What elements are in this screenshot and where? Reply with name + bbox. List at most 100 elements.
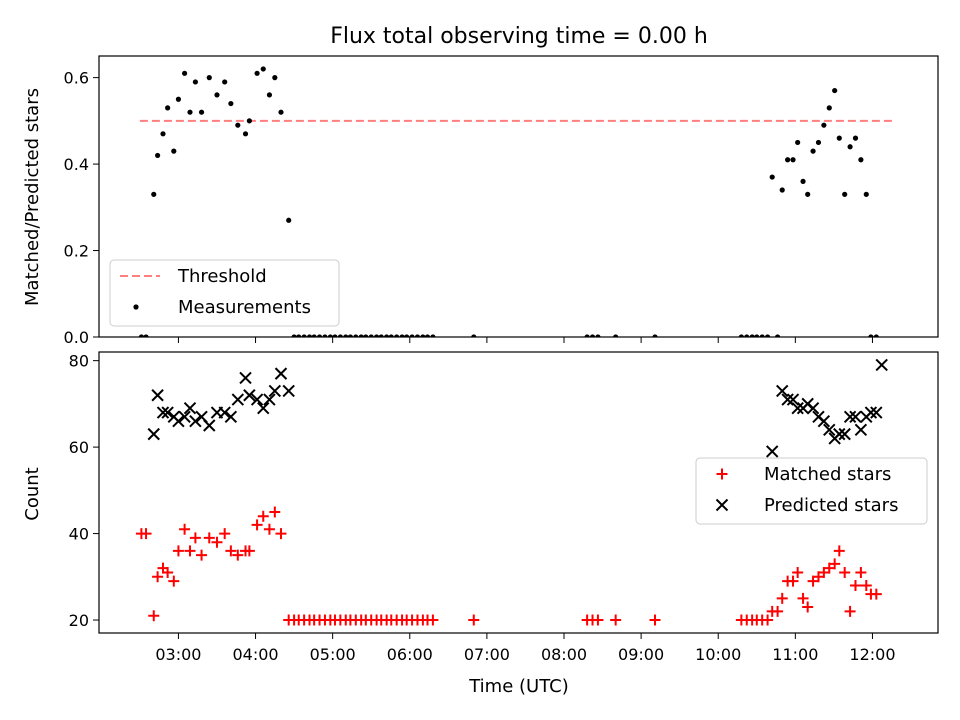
measurements-point	[347, 334, 353, 337]
measurements-point	[815, 139, 822, 146]
matched-stars-point	[649, 614, 661, 626]
measurements-point	[414, 334, 421, 337]
predicted-stars-point	[224, 410, 238, 424]
predicted-stars-point	[786, 393, 800, 406]
measurements-point	[214, 92, 220, 98]
measurements-point	[272, 75, 278, 81]
measurements-point	[744, 334, 750, 337]
top-panel: 0.0 0.2 0.4 0.6	[64, 0, 939, 347]
predicted-stars-point	[151, 389, 164, 402]
matched-stars-point	[797, 592, 809, 604]
matched-stars-point	[269, 506, 281, 518]
predicted-stars-point	[257, 401, 270, 415]
measurements-point	[311, 334, 317, 337]
legend-measurements-label: Measurements	[178, 297, 311, 318]
predicted-stars-point	[178, 410, 191, 424]
predicted-stars-point	[806, 401, 820, 415]
matched-stars-point	[168, 575, 180, 587]
predicted-stars-point	[274, 367, 288, 380]
matched-stars-point	[762, 614, 774, 626]
matched-stars-point	[232, 549, 244, 561]
top-y-tick-label: 0.6	[64, 69, 89, 88]
measurements-point	[868, 334, 874, 337]
predicted-stars-point	[864, 406, 878, 419]
measurements-point	[175, 96, 182, 102]
x-tick-label: 07:00	[464, 645, 510, 664]
matched-stars-point	[849, 579, 861, 591]
measurements-point	[420, 334, 426, 337]
measurements-point	[198, 109, 205, 115]
matched-stars-point	[251, 519, 263, 531]
measurements-point	[171, 148, 177, 154]
matched-stars-point	[468, 614, 480, 626]
top-y-tick-label: 0.2	[64, 242, 89, 261]
matched-stars-point	[787, 575, 799, 587]
measurements-point	[151, 191, 157, 197]
x-tick-label: 11:00	[772, 645, 818, 664]
measurements-point	[749, 334, 755, 337]
predicted-stars-point	[183, 401, 197, 415]
measurements-point	[775, 334, 781, 337]
measurements-point	[584, 334, 590, 337]
measurements-point	[254, 70, 260, 76]
measurements-point	[754, 334, 760, 337]
matched-stars-point	[772, 605, 784, 617]
matched-stars-point	[219, 528, 231, 540]
measurements-point	[306, 334, 313, 337]
bottom-legend: Matched stars Predicted stars	[695, 457, 928, 525]
legend-threshold-label: Threshold	[177, 266, 267, 287]
matched-stars-point	[610, 614, 622, 626]
measurements-point	[404, 334, 410, 337]
measurements-point	[847, 144, 853, 150]
matched-stars-point	[184, 545, 196, 557]
measurements-point	[795, 139, 801, 146]
bottom-y-tick-label: 60	[69, 438, 89, 457]
measurements-point	[384, 334, 390, 337]
measurements-point	[206, 75, 212, 81]
predicted-stars-point	[823, 423, 836, 437]
legend-predicted-stars-label: Predicted stars	[764, 495, 898, 516]
matched-stars-point	[203, 532, 215, 544]
x-tick-label: 06:00	[387, 645, 433, 664]
measurements-point	[863, 191, 869, 197]
predicted-stars-point	[218, 406, 231, 419]
x-tick-label: 05:00	[310, 645, 356, 664]
measurements-point	[296, 334, 302, 337]
measurements-point	[613, 334, 619, 337]
matched-stars-point	[179, 523, 191, 535]
x-tick-label: 09:00	[618, 645, 664, 664]
measurements-point	[138, 334, 145, 337]
measurements-point	[235, 122, 241, 128]
measurements-point	[181, 70, 188, 76]
legend-predicted-stars-swatch	[715, 498, 729, 512]
measurements-point	[836, 135, 842, 141]
measurements-point	[424, 334, 431, 337]
x-tick-label: 12:00	[849, 645, 895, 664]
legend-bottom-box	[695, 457, 928, 525]
matched-stars-point	[263, 523, 275, 535]
matched-stars-point	[162, 566, 174, 578]
predicted-stars-point	[243, 389, 256, 402]
figure-title: Flux total observing time = 0.00 h	[330, 24, 708, 49]
predicted-stars-point	[765, 445, 779, 458]
matched-stars-point	[833, 545, 845, 557]
matched-stars-point	[140, 528, 152, 540]
measurements-point	[337, 334, 343, 337]
measurements-point	[222, 79, 228, 85]
predicted-stars-point	[203, 419, 216, 432]
measurements-point	[892, 0, 897, 3]
matched-stars-point	[225, 545, 237, 557]
measurements-point	[278, 109, 284, 115]
measurements-point	[826, 105, 832, 111]
measurements-point	[378, 334, 384, 337]
predicted-stars-point	[263, 393, 276, 406]
matched-stars-point	[189, 532, 201, 544]
measurements-point	[409, 334, 415, 337]
measurements-point	[143, 334, 149, 337]
measurements-point	[322, 334, 328, 337]
measurements-point	[764, 334, 771, 337]
top-plot-frame	[98, 55, 939, 338]
measurements-point	[388, 334, 394, 337]
predicted-stars-point	[250, 393, 264, 406]
measurements-point	[842, 191, 848, 197]
